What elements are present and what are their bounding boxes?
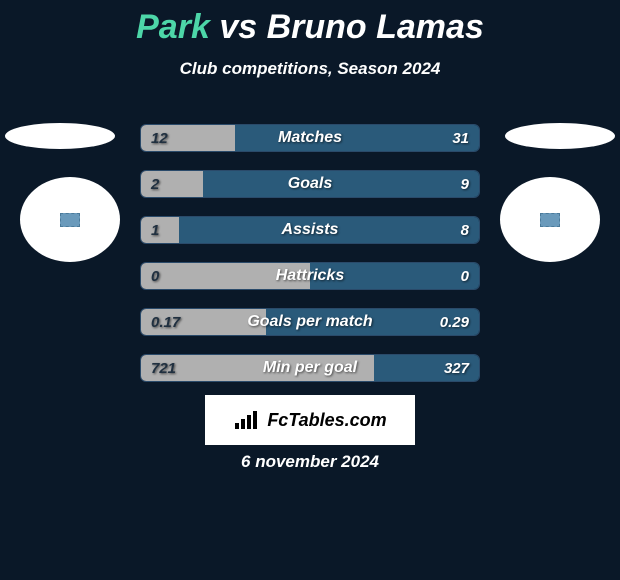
player1-name: Park xyxy=(136,8,210,46)
player2-avatar xyxy=(500,177,600,262)
stat-label: Hattricks xyxy=(141,263,479,289)
comparison-title: Park vs Bruno Lamas xyxy=(0,0,620,47)
chart-icon xyxy=(233,409,261,431)
player1-avatar xyxy=(20,177,120,262)
stat-row: 29Goals xyxy=(140,170,480,198)
stat-row: 18Assists xyxy=(140,216,480,244)
stat-label: Goals xyxy=(141,171,479,197)
stat-row: 1231Matches xyxy=(140,124,480,152)
stat-label: Assists xyxy=(141,217,479,243)
vs-text: vs xyxy=(219,8,257,46)
stat-row: 0.170.29Goals per match xyxy=(140,308,480,336)
date-text: 6 november 2024 xyxy=(0,452,620,472)
stat-row: 00Hattricks xyxy=(140,262,480,290)
player2-name: Bruno Lamas xyxy=(267,8,484,46)
stat-label: Goals per match xyxy=(141,309,479,335)
brand-badge: FcTables.com xyxy=(205,395,415,445)
stat-row: 721327Min per goal xyxy=(140,354,480,382)
player2-team-ellipse xyxy=(505,123,615,149)
placeholder-icon xyxy=(60,213,80,227)
stat-label: Min per goal xyxy=(141,355,479,381)
placeholder-icon xyxy=(540,213,560,227)
stat-label: Matches xyxy=(141,125,479,151)
brand-text: FcTables.com xyxy=(267,410,386,431)
subtitle: Club competitions, Season 2024 xyxy=(0,59,620,79)
stats-bars: 1231Matches 29Goals 18Assists 00Hattricks 0.… xyxy=(140,124,480,400)
player1-team-ellipse xyxy=(5,123,115,149)
